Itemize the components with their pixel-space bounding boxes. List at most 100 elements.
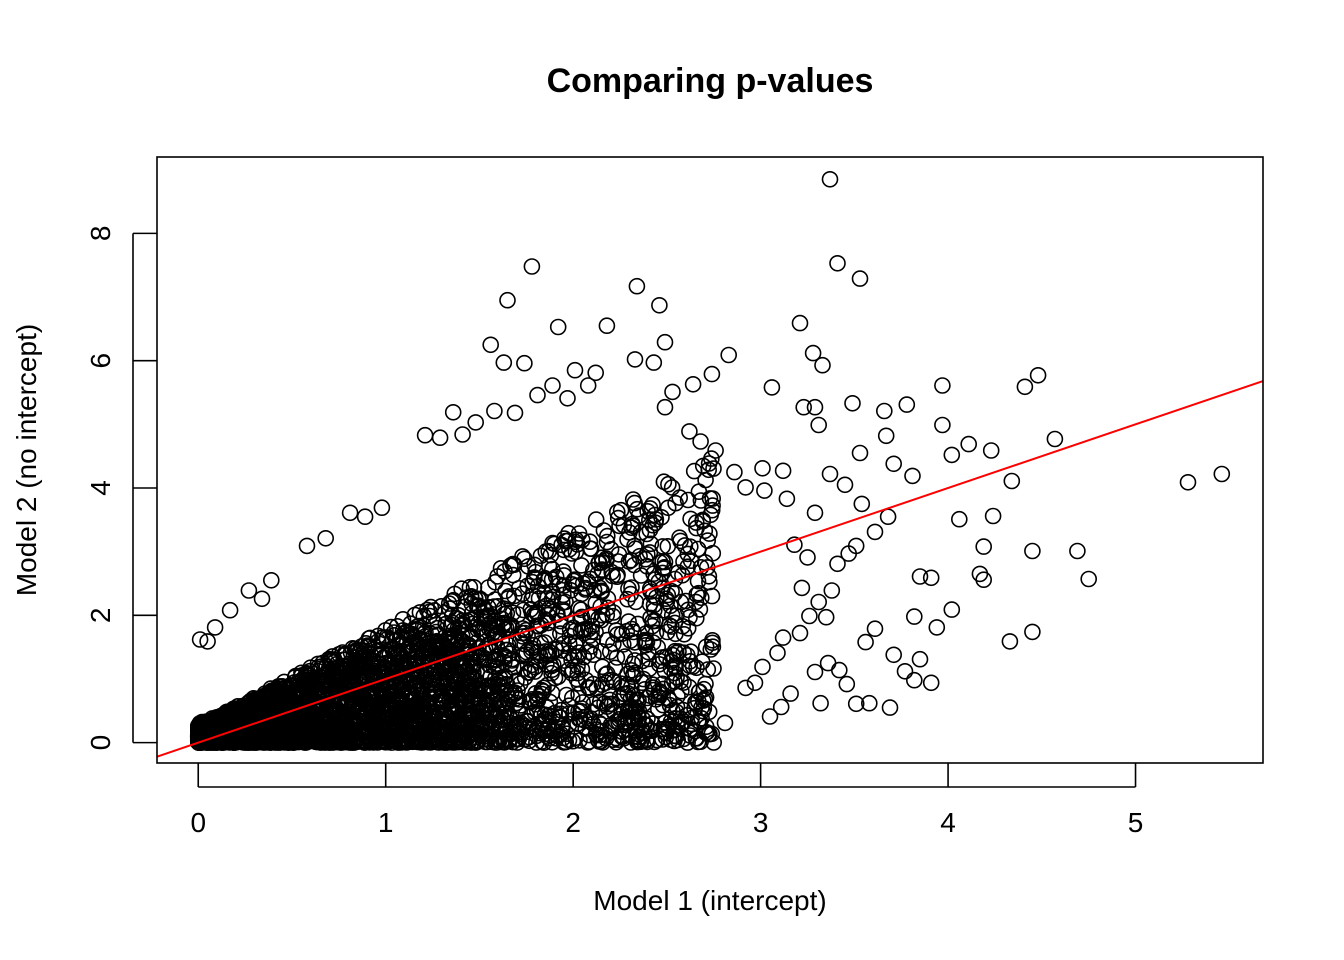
scatter-point <box>373 499 391 517</box>
y-tick-label: 6 <box>85 353 116 369</box>
scatter-point <box>329 667 346 685</box>
scatter-point <box>679 491 697 509</box>
scatter-point <box>928 619 946 636</box>
scatter-point <box>659 586 677 604</box>
scatter-point <box>984 507 1002 525</box>
scatter-point <box>703 587 721 605</box>
scatter-point <box>199 633 216 650</box>
scatter-point <box>922 674 940 692</box>
scatter-point <box>885 646 903 664</box>
scatter-point <box>294 712 311 730</box>
scatter-point <box>646 733 663 751</box>
points-layer <box>189 171 1231 751</box>
scatter-point <box>560 697 578 715</box>
scatter-point <box>328 659 346 677</box>
scatter-point <box>681 538 699 556</box>
scatter-point <box>339 733 356 751</box>
scatter-point <box>694 511 712 529</box>
scatter-point <box>690 584 707 602</box>
scatter-point <box>662 653 679 670</box>
scatter-point <box>543 708 561 725</box>
y-axis-label: Model 2 (no intercept) <box>11 324 42 596</box>
scatter-point <box>520 664 538 682</box>
scatter-point <box>667 659 684 676</box>
scatter-point <box>612 675 630 693</box>
scatter-point <box>298 537 316 555</box>
scatter-point <box>664 383 681 401</box>
scatter-point <box>356 719 373 737</box>
scatter-point <box>648 731 666 749</box>
scatter-point <box>836 476 854 494</box>
scatter-point <box>411 604 429 621</box>
scatter-point <box>366 710 383 728</box>
scatter-point <box>806 504 824 522</box>
scatter-point <box>688 519 705 537</box>
scatter-point <box>206 619 224 636</box>
scatter-point <box>320 733 337 751</box>
scatter-point <box>560 524 577 542</box>
scatter-point <box>609 553 627 570</box>
scatter-point <box>421 690 439 708</box>
scatter-point <box>463 678 481 695</box>
scatter-point <box>385 732 403 750</box>
scatter-point <box>197 727 215 744</box>
scatter-point <box>380 697 398 715</box>
scatter-point <box>529 386 546 404</box>
scatter-point <box>812 694 829 712</box>
scatter-point <box>509 730 527 748</box>
scatter-point <box>540 643 558 660</box>
scatter-point <box>532 547 550 565</box>
scatter-point <box>351 720 368 737</box>
scatter-point <box>756 482 773 499</box>
y-tick-label: 4 <box>85 480 116 496</box>
scatter-point <box>905 671 923 689</box>
scatter-point <box>191 631 209 648</box>
scatter-point <box>240 582 258 599</box>
scatter-point <box>934 377 951 394</box>
scatter-point <box>504 555 522 573</box>
scatter-point <box>704 497 721 514</box>
scatter-point <box>314 686 331 704</box>
scatter-point <box>439 680 457 697</box>
scatter-point <box>851 270 869 287</box>
scatter-point <box>588 721 605 738</box>
scatter-point <box>288 691 305 708</box>
scatter-point <box>237 734 254 751</box>
scatter-point <box>398 703 416 720</box>
scatter-point <box>692 433 709 450</box>
scatter-point <box>377 706 395 724</box>
scatter-point <box>801 607 818 625</box>
scatter-point <box>636 724 653 742</box>
scatter-point <box>221 601 239 619</box>
scatter-point <box>567 634 584 651</box>
scatter-point <box>703 450 720 467</box>
scatter-point <box>585 695 602 713</box>
scatter-point <box>588 680 606 697</box>
scatter-point <box>866 620 884 638</box>
scatter-point <box>499 590 517 607</box>
scatter-point <box>598 317 616 335</box>
scatter-point <box>817 608 835 626</box>
x-tick-label: 1 <box>378 807 394 838</box>
scatter-point <box>960 435 978 453</box>
scatter-point <box>354 653 371 671</box>
reference-line-layer <box>156 380 1264 758</box>
scatter-point <box>778 490 796 508</box>
scatter-point <box>570 525 588 542</box>
scatter-point <box>975 538 993 555</box>
scatter-point <box>754 459 771 477</box>
scatter-point <box>609 731 627 749</box>
scatter-point <box>641 521 659 539</box>
scatter-point <box>669 731 687 749</box>
x-tick-label: 3 <box>753 807 769 838</box>
x-tick-label: 0 <box>190 807 206 838</box>
scatter-point <box>810 416 828 434</box>
scatter-point <box>754 658 771 676</box>
scatter-point <box>465 578 483 596</box>
scatter-point <box>950 510 968 528</box>
scatter-point <box>746 674 764 692</box>
scatter-point <box>656 398 674 416</box>
scatter-point <box>253 716 271 734</box>
scatter-point <box>249 700 267 717</box>
scatter-point <box>297 678 315 696</box>
